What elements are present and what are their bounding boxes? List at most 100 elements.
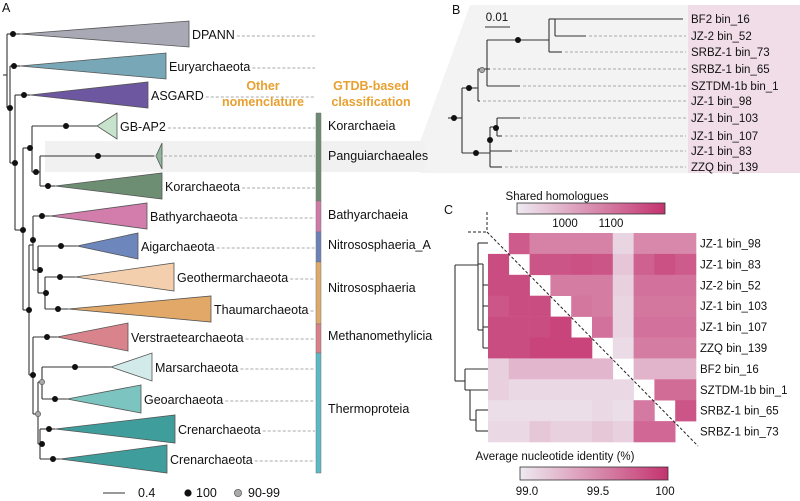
heatmap-cell-shared-homologues	[612, 316, 634, 338]
support-100-icon	[30, 372, 36, 378]
heatmap-cell-ani	[488, 379, 510, 401]
heatmap-cell-shared-homologues	[633, 253, 655, 276]
support-90-99-icon	[233, 488, 242, 497]
heatmap-cell-shared-homologues	[675, 233, 697, 255]
support-100-icon	[10, 31, 16, 37]
heatmap-cell-ani	[508, 421, 530, 443]
heatmap-cell-ani	[550, 337, 572, 359]
clade-triangle	[67, 295, 212, 323]
upper-legend-tick: 1000	[552, 218, 578, 230]
heatmap-cell-ani	[529, 337, 551, 359]
clade-label: Korarchaeota	[165, 180, 240, 194]
row-label: SZTDM-1b bin_1	[700, 385, 788, 397]
row-label: SRBZ-1 bin_65	[700, 406, 779, 418]
diagonal-divider	[486, 231, 699, 447]
support-100-icon	[30, 237, 36, 243]
heatmap-cell-ani	[550, 421, 572, 443]
clade-label: Euryarchaeota	[169, 60, 250, 74]
heatmap-cell-shared-homologues	[550, 233, 572, 255]
heatmap-cell-ani	[529, 400, 551, 422]
heatmap-cell-shared-homologues	[592, 253, 614, 276]
heatmap-cell-shared-homologues	[675, 316, 697, 338]
tip-label: SZTDM-1b bin_1	[691, 81, 779, 93]
heatmap-cell-ani	[612, 421, 634, 443]
clade-label: ASGARD	[151, 89, 204, 103]
heatmap-cell-shared-homologues	[529, 233, 551, 255]
heatmap-cell-shared-homologues	[633, 295, 655, 317]
clade-triangle	[49, 202, 148, 230]
heatmap-cell-ani	[550, 358, 572, 380]
upper-legend-colorbar	[516, 202, 666, 215]
panel-b-label-background	[688, 5, 800, 173]
panel-label-b: B	[452, 3, 460, 17]
clade-label: Geothermarchaeota	[177, 271, 288, 285]
legend-a: 0.4 100 90-99	[103, 486, 280, 500]
row-label: JZ-1 bin_107	[700, 322, 767, 334]
heatmap-cell-ani	[592, 421, 614, 443]
heatmap-cell-shared-homologues	[571, 253, 593, 276]
heatmap-cell-shared-homologues	[612, 233, 634, 255]
support-100-icon	[184, 489, 192, 497]
heatmap-cell-shared-homologues	[592, 316, 614, 338]
heatmap-cell-shared-homologues	[508, 233, 530, 255]
support-100-icon	[57, 274, 63, 280]
support-90-99-label: 90-99	[248, 486, 280, 500]
heatmap-cell-ani	[571, 337, 593, 359]
tip-label: BF2 bin_16	[691, 14, 750, 26]
heatmap-cell-ani	[592, 379, 614, 401]
support-90-99-icon	[39, 379, 45, 385]
clade-triangle	[59, 444, 168, 474]
row-label: ZZQ bin_139	[700, 343, 767, 355]
clade-triangle	[56, 322, 129, 352]
tip-label: JZ-1 bin_107	[691, 131, 758, 143]
tip-label: JZ-1 bin_83	[691, 146, 752, 158]
row-label: JZ-1 bin_83	[700, 259, 761, 271]
heatmap-cell-shared-homologues	[654, 274, 676, 296]
heatmap-cell-ani	[571, 358, 593, 380]
heatmap-cell-ani	[550, 379, 572, 401]
clade-label: Crenarchaeota	[170, 453, 253, 467]
clade-triangle	[19, 20, 190, 48]
tip-label: JZ-1 bin_103	[691, 113, 758, 125]
classification-label: Nitrososphaeria	[328, 281, 416, 295]
header-other-nomenclature-2: nomenclature	[222, 95, 304, 109]
heatmap-cell-ani	[488, 421, 510, 443]
heatmap-cell-ani	[508, 274, 530, 296]
heatmap-cell-shared-homologues	[675, 295, 697, 317]
heatmap-cell-ani	[529, 358, 551, 380]
clade-triangle	[19, 52, 167, 80]
classification-label: Thermoproteia	[328, 402, 409, 416]
heatmap-cell-ani	[612, 400, 634, 422]
heatmap-cell-ani	[508, 316, 530, 338]
clade-label: Marsarchaeota	[155, 361, 238, 375]
support-100-icon	[12, 160, 18, 166]
row-label: JZ-2 bin_52	[700, 280, 761, 292]
heatmap-cell-shared-homologues	[571, 233, 593, 255]
clade-label: Verstraetearchaeota	[131, 331, 244, 345]
panel-b-scale-label: 0.01	[486, 12, 508, 24]
support-100-icon	[473, 150, 479, 156]
heatmap-cell-shared-homologues	[675, 379, 697, 401]
clade-triangle	[54, 414, 176, 444]
support-100-icon	[26, 307, 32, 313]
support-100-icon	[55, 306, 61, 312]
clade-triangle	[74, 262, 175, 292]
classification-bar	[315, 323, 322, 354]
header-gtdb-classification-2: classification	[331, 95, 410, 109]
support-100-icon	[44, 334, 50, 340]
support-100-icon	[39, 213, 45, 219]
heatmap-cell-ani	[571, 421, 593, 443]
heatmap-cell-shared-homologues	[654, 379, 676, 401]
heatmap-cell-shared-homologues	[675, 274, 697, 296]
heatmap-cell-ani	[633, 400, 655, 422]
heatmap-cell-ani	[488, 274, 510, 296]
heatmap-cell-ani	[550, 400, 572, 422]
heatmap-cell-shared-homologues	[675, 358, 697, 380]
heatmap-cell-ani	[508, 400, 530, 422]
support-100-icon	[493, 125, 499, 131]
heatmap-cell-shared-homologues	[633, 358, 655, 380]
heatmap-cell-shared-homologues	[550, 274, 572, 296]
heatmap-cell-shared-homologues	[550, 253, 572, 276]
support-100-icon	[45, 183, 51, 189]
